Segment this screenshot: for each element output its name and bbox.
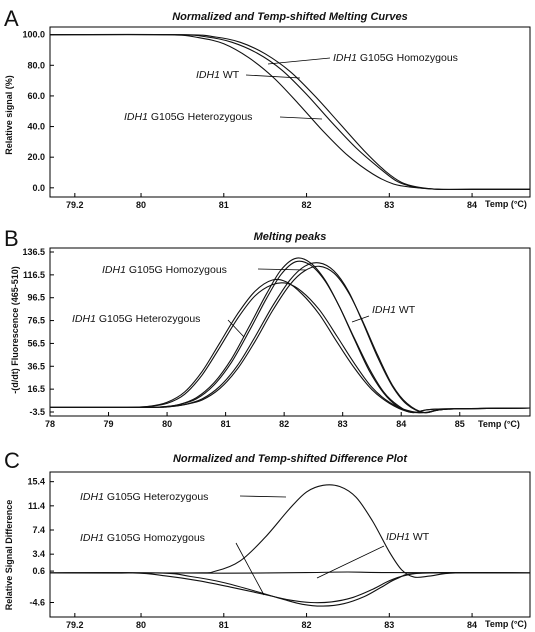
panel-c-title: Normalized and Temp-shifted Difference P… bbox=[173, 453, 408, 465]
panel-b-curve-idh1-g105g-heterozygous bbox=[49, 282, 531, 414]
panel-c-y-tick-label: 0.6 bbox=[32, 566, 45, 576]
panel-a-x-tick-label: 80 bbox=[136, 200, 146, 210]
panel-a-y-tick-label: 40.0 bbox=[27, 122, 45, 132]
panel-c-label-wt: IDH1 WT bbox=[386, 531, 430, 543]
panel-b-curve-idh1-g105g-homozygous bbox=[49, 260, 531, 414]
panel-a-curve-idh1-g105g-homozygous bbox=[49, 33, 530, 191]
panel-a-x-tick-label: 79.2 bbox=[66, 200, 84, 210]
panel-a-y-tick-label: 0.0 bbox=[32, 183, 45, 193]
panel-a-title: Normalized and Temp-shifted Melting Curv… bbox=[172, 11, 408, 23]
panel-a-letter: A bbox=[4, 6, 19, 31]
panel-c-leader-wt bbox=[316, 545, 385, 579]
panel-b-x-tick-label: 85 bbox=[455, 419, 465, 429]
panel-b-y-tick-label: 56.5 bbox=[27, 338, 45, 348]
panel-c: C Normalized and Temp-shifted Difference… bbox=[4, 448, 531, 630]
panel-a-curve-idh1-g105g-heterozygous bbox=[49, 33, 530, 190]
panel-c-y-tick-label: -4.6 bbox=[29, 598, 45, 608]
panel-b-x-tick-label: 83 bbox=[338, 419, 348, 429]
panel-c-y-tick-label: 3.4 bbox=[32, 549, 45, 559]
panel-b-x-ticks: 78 79 80 81 82 83 84 85 bbox=[45, 412, 465, 429]
panel-b-y-ticks: -3.5 16.5 36.5 56.5 76.5 96.5 116.5 136.5 bbox=[22, 247, 54, 417]
panel-b-title: Melting peaks bbox=[254, 231, 327, 243]
panel-b-y-tick-label: 36.5 bbox=[27, 361, 45, 371]
panel-c-x-axis-label: Temp (°C) bbox=[485, 619, 527, 629]
panel-b-y-tick-label: 116.5 bbox=[23, 270, 45, 280]
panel-b-y-axis-label: -(d/dt) Fluorescence (465-510) bbox=[10, 266, 20, 394]
panel-c-x-tick-label: 79.2 bbox=[66, 620, 84, 630]
panel-b-y-tick-label: 76.5 bbox=[27, 316, 45, 326]
panel-a-y-tick-label: 80.0 bbox=[27, 60, 45, 70]
panel-b-curve-idh1-g105g-homozygous bbox=[49, 257, 531, 414]
panel-c-curve-idh1-g105g-homozygous bbox=[49, 571, 531, 607]
panel-c-letter: C bbox=[4, 448, 20, 473]
panel-c-x-tick-label: 82 bbox=[302, 620, 312, 630]
panel-b-leader-wt bbox=[351, 315, 370, 323]
panel-a-x-axis-label: Temp (°C) bbox=[485, 199, 527, 209]
panel-c-x-ticks: 79.2 80 81 82 83 84 bbox=[66, 613, 477, 630]
panel-c-label-homozygous: IDH1 G105G Homozygous bbox=[80, 532, 205, 544]
panel-b-y-tick-label: 16.5 bbox=[27, 384, 45, 394]
panel-c-label-heterozygous: IDH1 G105G Heterozygous bbox=[80, 491, 208, 503]
panel-b-x-tick-label: 79 bbox=[104, 419, 114, 429]
panel-b-curve-idh1-wt bbox=[49, 265, 531, 414]
panel-b-label-wt: IDH1 WT bbox=[372, 304, 416, 316]
panel-a-label-wt: IDH1 WT bbox=[196, 69, 240, 81]
panel-b-series bbox=[49, 257, 531, 414]
panel-a-y-axis-label: Relative signal (%) bbox=[4, 75, 14, 155]
panel-b-label-homozygous: IDH1 G105G Homozygous bbox=[102, 264, 227, 276]
panel-a-plot-frame bbox=[49, 26, 531, 198]
panel-b-letter: B bbox=[4, 226, 19, 251]
panel-a-y-ticks: 0.0 20.0 40.0 60.0 80.0 100.0 bbox=[22, 30, 54, 193]
panel-a-label-homozygous: IDH1 G105G Homozygous bbox=[333, 52, 458, 64]
panel-a-leader-wt bbox=[245, 74, 301, 79]
panel-b-x-tick-label: 84 bbox=[396, 419, 406, 429]
panel-a-x-ticks: 79.2 80 81 82 83 84 bbox=[66, 193, 477, 210]
panel-c-y-ticks: -4.6 0.6 3.4 7.4 11.4 15.4 bbox=[27, 477, 54, 608]
panel-a-y-tick-label: 20.0 bbox=[27, 152, 45, 162]
panel-b-leader-homozygous bbox=[257, 268, 307, 271]
panel-c-plot-frame bbox=[49, 471, 531, 618]
panel-b-x-axis-label: Temp (°C) bbox=[478, 419, 520, 429]
panel-c-x-tick-label: 84 bbox=[467, 620, 477, 630]
panel-b-label-heterozygous: IDH1 G105G Heterozygous bbox=[72, 313, 200, 325]
panel-c-x-tick-label: 80 bbox=[136, 620, 146, 630]
panel-c-y-tick-label: 7.4 bbox=[32, 525, 45, 535]
panel-c-curve-idh1-g105g-heterozygous bbox=[49, 484, 531, 578]
panel-a-x-tick-label: 83 bbox=[384, 200, 394, 210]
panel-a-series bbox=[49, 33, 530, 191]
panel-c-series bbox=[49, 484, 531, 607]
panel-a-curve-idh1-wt bbox=[49, 33, 530, 191]
panel-c-y-tick-label: 15.4 bbox=[27, 477, 45, 487]
panel-b-x-tick-label: 80 bbox=[162, 419, 172, 429]
panel-b-y-tick-label: 96.5 bbox=[27, 293, 45, 303]
panel-a-y-tick-label: 100.0 bbox=[22, 30, 45, 40]
panel-c-y-axis-label: Relative Signal Difference bbox=[4, 500, 14, 611]
panel-a: A Normalized and Temp-shifted Melting Cu… bbox=[4, 6, 531, 210]
panel-b-leader-heterozygous bbox=[227, 319, 245, 338]
panel-b-curve-idh1-g105g-heterozygous bbox=[49, 278, 531, 414]
panel-a-x-tick-label: 84 bbox=[467, 200, 477, 210]
panel-b-x-tick-label: 78 bbox=[45, 419, 55, 429]
panel-b-x-tick-label: 82 bbox=[279, 419, 289, 429]
panel-c-leader-homozygous bbox=[235, 542, 265, 596]
panel-b-y-tick-label: 136.5 bbox=[22, 247, 45, 257]
panel-c-curve-idh1-g105g-homozygous bbox=[49, 572, 531, 604]
panel-a-label-heterozygous: IDH1 G105G Heterozygous bbox=[124, 111, 252, 123]
panel-a-y-tick-label: 60.0 bbox=[27, 91, 45, 101]
panel-a-x-tick-label: 82 bbox=[302, 200, 312, 210]
panel-b-x-tick-label: 81 bbox=[221, 419, 231, 429]
panel-a-x-tick-label: 81 bbox=[219, 200, 229, 210]
panel-c-y-tick-label: 11.4 bbox=[28, 501, 45, 511]
panel-b: B Melting peaks -(d/dt) Fluorescence (46… bbox=[4, 226, 531, 429]
panel-c-leader-heterozygous bbox=[239, 495, 287, 498]
panel-b-y-tick-label: -3.5 bbox=[29, 407, 45, 417]
panel-a-leader-heterozygous bbox=[279, 116, 323, 120]
panel-a-leader-homozygous bbox=[267, 57, 331, 65]
panel-c-x-tick-label: 83 bbox=[384, 620, 394, 630]
panel-c-x-tick-label: 81 bbox=[219, 620, 229, 630]
panel-b-plot-frame bbox=[49, 247, 531, 417]
